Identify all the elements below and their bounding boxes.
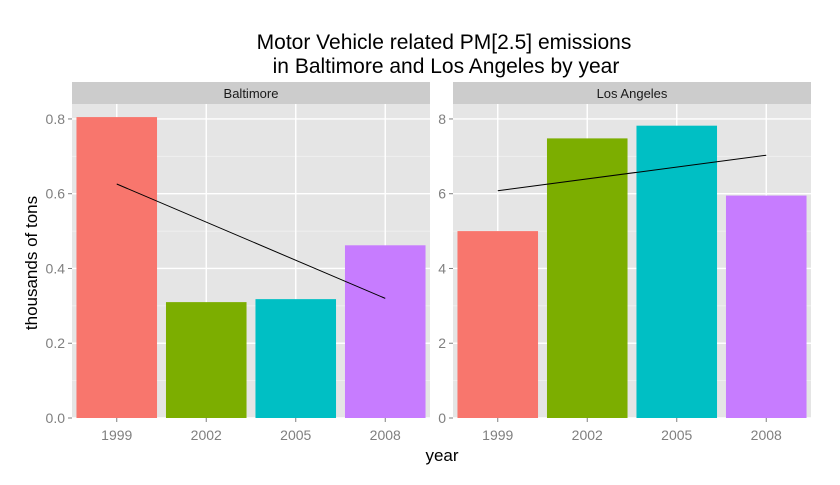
bar-1999 bbox=[76, 117, 158, 418]
y-tick-label: 8 bbox=[438, 111, 446, 127]
x-tick-label: 2002 bbox=[572, 427, 603, 443]
y-tick-label: 6 bbox=[438, 186, 446, 202]
facet-strip bbox=[453, 82, 811, 104]
y-tick-label: 0.0 bbox=[46, 410, 66, 426]
x-tick-label: 2008 bbox=[370, 427, 401, 443]
facet-baltimore: Baltimore 0.0 0.2 0.4 0.6 0.8 1999 2002 2005 2008 bbox=[46, 82, 430, 443]
y-tick-label: 0.8 bbox=[46, 111, 66, 127]
y-tick-label: 0.2 bbox=[46, 335, 66, 351]
facet-los-angeles: Los Angeles 0 2 4 6 8 1999 2002 2005 2008 bbox=[438, 82, 811, 443]
y-tick-label: 0.4 bbox=[46, 260, 66, 276]
bar-2008 bbox=[344, 245, 426, 418]
facet-strip bbox=[72, 82, 430, 104]
bar-2002 bbox=[165, 302, 247, 418]
y-tick-label: 2 bbox=[438, 335, 446, 351]
y-tick-label: 4 bbox=[438, 260, 446, 276]
x-tick-label: 1999 bbox=[482, 427, 513, 443]
bar-1999 bbox=[457, 231, 539, 418]
bar-2005 bbox=[255, 299, 337, 418]
x-axis-title: year bbox=[425, 446, 458, 465]
bar-2008 bbox=[725, 195, 807, 418]
bar-2002 bbox=[546, 138, 628, 418]
x-tick-label: 2005 bbox=[280, 427, 311, 443]
trend-line bbox=[497, 154, 767, 192]
y-tick-label: 0.6 bbox=[46, 186, 66, 202]
x-tick-label: 2005 bbox=[661, 427, 692, 443]
x-tick-label: 2002 bbox=[191, 427, 222, 443]
x-tick-label: 2008 bbox=[751, 427, 782, 443]
facet-strip-label: Baltimore bbox=[224, 86, 279, 101]
y-tick-label: 0 bbox=[438, 410, 446, 426]
facet-strip-label: Los Angeles bbox=[597, 86, 668, 101]
x-tick-label: 1999 bbox=[101, 427, 132, 443]
y-axis-title: thousands of tons bbox=[22, 196, 41, 330]
facet-panels: Baltimore 0.0 0.2 0.4 0.6 0.8 1999 2002 2005 2008… bbox=[46, 82, 811, 443]
chart-title-line-1: Motor Vehicle related PM[2.5] emissions bbox=[257, 31, 632, 54]
chart-title-line-2: in Baltimore and Los Angeles by year bbox=[273, 55, 620, 78]
trend-line bbox=[116, 183, 386, 299]
bar-2005 bbox=[636, 125, 718, 418]
